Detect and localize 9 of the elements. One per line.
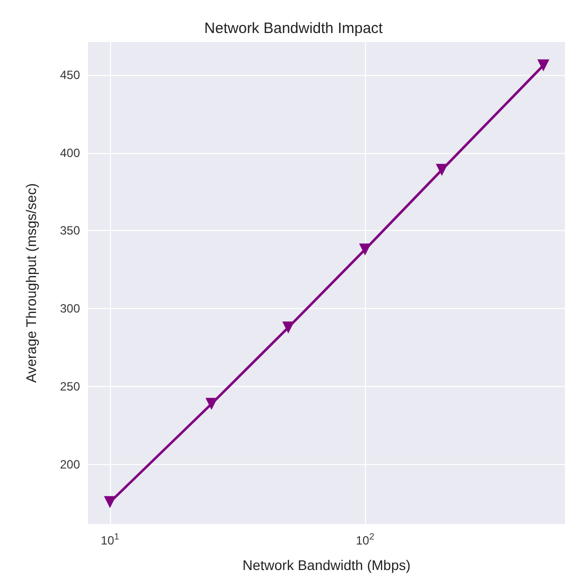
y-tick-label: 200 [60, 458, 80, 472]
y-tick-label: 450 [60, 68, 80, 82]
x-axis-title: Network Bandwidth (Mbps) [242, 557, 411, 573]
y-tick-label: 300 [60, 302, 80, 316]
y-tick-label: 250 [60, 380, 80, 394]
y-tick-label: 350 [60, 224, 80, 238]
chart-title: Network Bandwidth Impact [204, 20, 384, 37]
y-axis-title: Average Throughput (msgs/sec) [23, 183, 39, 383]
y-tick-label: 400 [60, 146, 80, 160]
